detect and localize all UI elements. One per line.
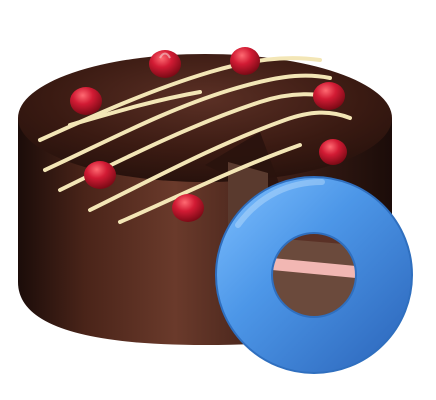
strawberry	[313, 82, 345, 110]
strawberries	[70, 47, 347, 222]
strawberry	[149, 50, 181, 78]
strawberry	[70, 87, 102, 115]
strawberry	[84, 161, 116, 189]
ring-shape	[215, 176, 413, 374]
cake-top	[18, 54, 392, 182]
strawberry	[172, 194, 204, 222]
strawberry	[230, 47, 260, 75]
strawberry	[319, 139, 347, 165]
